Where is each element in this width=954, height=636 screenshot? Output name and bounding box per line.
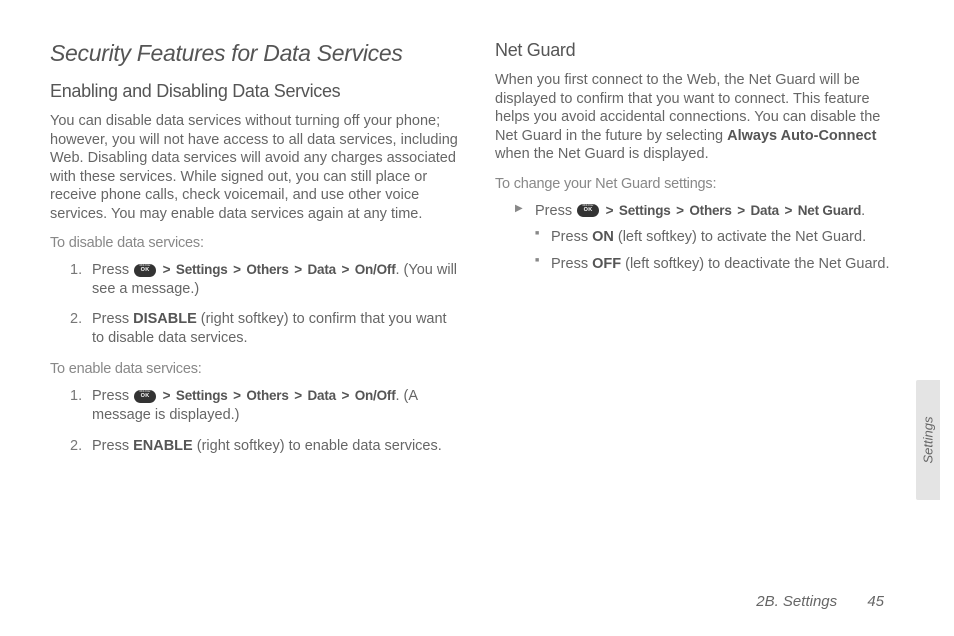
enable-steps: Press > Settings > Others > Data > On/Of… <box>50 387 459 455</box>
key-label: ON <box>592 229 614 245</box>
menu-ok-icon <box>134 264 156 277</box>
subsection-title: Enabling and Disabling Data Services <box>50 81 459 102</box>
key-label: DISABLE <box>133 311 197 327</box>
netguard-step: Press > Settings > Others > Data > Net G… <box>495 202 904 221</box>
text: Press <box>92 311 133 327</box>
netguard-sub-on: Press ON (left softkey) to activate the … <box>535 228 904 247</box>
disable-step-2: Press DISABLE (right softkey) to confirm… <box>50 310 459 347</box>
netguard-lead: To change your Net Guard settings: <box>495 176 904 192</box>
text: Press <box>92 438 133 454</box>
footer-section: 2B. Settings <box>756 593 837 610</box>
nav-path: > Settings > Others > Data > On/Off <box>157 262 395 277</box>
nav-path: > Settings > Others > Data > On/Off <box>157 388 395 403</box>
text: Press <box>535 203 576 219</box>
text: Press <box>551 256 592 272</box>
page-footer: 2B. Settings 45 <box>756 593 884 610</box>
content-columns: Security Features for Data Services Enab… <box>50 40 904 469</box>
footer-page-number: 45 <box>867 593 884 610</box>
text: when the Net Guard is displayed. <box>495 146 709 162</box>
enable-lead: To enable data services: <box>50 361 459 377</box>
disable-lead: To disable data services: <box>50 235 459 251</box>
menu-ok-icon <box>577 204 599 217</box>
disable-steps: Press > Settings > Others > Data > On/Of… <box>50 261 459 347</box>
menu-ok-icon <box>134 390 156 403</box>
netguard-intro: When you first connect to the Web, the N… <box>495 71 904 164</box>
text: . <box>861 203 865 219</box>
disable-step-1: Press > Settings > Others > Data > On/Of… <box>50 261 459 298</box>
section-tab-label: Settings <box>921 417 936 464</box>
nav-path: > Settings > Others > Data > Net Guard <box>600 203 861 218</box>
enable-step-1: Press > Settings > Others > Data > On/Of… <box>50 387 459 424</box>
netguard-title: Net Guard <box>495 40 904 61</box>
text: (right softkey) to enable data services. <box>193 438 442 454</box>
text: (left softkey) to deactivate the Net Gua… <box>621 256 889 272</box>
option-label: Always Auto-Connect <box>727 128 876 144</box>
intro-paragraph: You can disable data services without tu… <box>50 112 459 223</box>
key-label: ENABLE <box>133 438 193 454</box>
right-column: Net Guard When you first connect to the … <box>495 40 904 469</box>
netguard-sub-off: Press OFF (left softkey) to deactivate t… <box>535 255 904 274</box>
text: Press <box>92 262 133 278</box>
key-label: OFF <box>592 256 621 272</box>
text: Press <box>92 388 133 404</box>
section-tab: Settings <box>916 380 940 500</box>
section-title: Security Features for Data Services <box>50 40 459 67</box>
left-column: Security Features for Data Services Enab… <box>50 40 459 469</box>
text: (left softkey) to activate the Net Guard… <box>614 229 866 245</box>
netguard-substeps: Press ON (left softkey) to activate the … <box>495 228 904 273</box>
text: Press <box>551 229 592 245</box>
enable-step-2: Press ENABLE (right softkey) to enable d… <box>50 437 459 456</box>
